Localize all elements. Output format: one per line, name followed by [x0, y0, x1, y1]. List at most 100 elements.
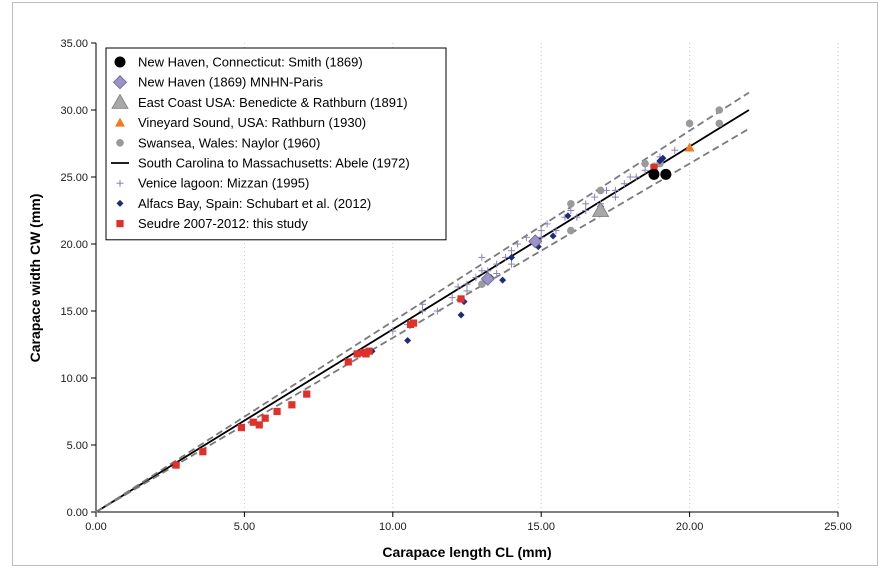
data-point	[478, 253, 486, 261]
data-point	[582, 200, 590, 208]
y-tick-label: 0.00	[67, 507, 88, 519]
data-point	[632, 173, 640, 181]
data-point	[454, 283, 462, 291]
y-axis-label: Carapace width CW (mm)	[27, 194, 43, 363]
legend-swatch	[116, 139, 124, 147]
x-tick-label: 15.00	[527, 521, 555, 533]
x-tick-label: 25.00	[824, 521, 852, 533]
data-point	[620, 180, 628, 188]
legend-label: Vineyard Sound, USA: Rathburn (1930)	[138, 115, 366, 130]
x-axis-label: Carapace length CL (mm)	[382, 544, 551, 560]
legend-label: Alfacs Bay, Spain: Schubart et al. (2012…	[138, 196, 371, 211]
data-points	[172, 106, 724, 469]
data-point	[365, 347, 373, 355]
data-point	[641, 166, 649, 174]
data-point	[172, 461, 180, 469]
legend: New Haven, Connecticut: Smith (1869) New …	[105, 47, 447, 241]
data-point	[457, 311, 465, 319]
data-point	[508, 253, 516, 261]
data-point	[591, 193, 599, 201]
data-point	[582, 207, 590, 214]
data-point	[641, 159, 649, 168]
y-tick-label: 15.00	[60, 306, 88, 318]
data-point	[389, 327, 397, 335]
y-tick-label: 5.00	[67, 440, 88, 452]
data-point	[611, 193, 619, 201]
data-point	[567, 226, 575, 235]
x-tick-label: 10.00	[379, 521, 407, 533]
data-point	[552, 227, 560, 235]
data-point	[463, 287, 471, 295]
data-point	[255, 421, 263, 429]
legend-swatch	[116, 199, 124, 207]
data-point	[671, 146, 679, 154]
data-point	[499, 276, 507, 284]
data-point	[660, 168, 672, 180]
data-point	[502, 253, 510, 261]
data-point	[273, 407, 281, 416]
y-tick-label: 25.00	[60, 172, 88, 184]
data-point	[715, 119, 724, 128]
y-tick-label: 10.00	[60, 373, 88, 385]
data-point	[303, 390, 311, 398]
data-point	[567, 200, 575, 208]
data-point	[591, 201, 610, 217]
data-point	[508, 260, 516, 268]
legend-label: New Haven (1869) MNHN-Paris	[138, 75, 323, 90]
legend-swatch	[112, 75, 128, 90]
legend-swatch	[114, 56, 126, 68]
legend-label: South Carolina to Massachusetts: Abele (…	[138, 156, 410, 171]
data-point	[478, 267, 486, 275]
data-point	[596, 186, 605, 195]
legend-label: Venice lagoon: Mizzan (1995)	[138, 176, 309, 191]
x-tick-label: 20.00	[676, 521, 704, 533]
legend-swatch	[111, 93, 129, 109]
data-point	[684, 142, 695, 152]
data-point	[537, 227, 545, 235]
x-tick-label: 0.00	[85, 521, 106, 533]
data-point	[409, 319, 418, 327]
data-point	[564, 212, 572, 220]
data-point	[418, 307, 426, 315]
y-tick-label: 20.00	[60, 239, 88, 251]
data-point	[353, 350, 361, 358]
data-point	[478, 280, 486, 289]
data-point	[543, 220, 551, 228]
legend-swatch	[115, 117, 125, 127]
legend-swatch	[116, 220, 124, 228]
data-point	[513, 240, 521, 248]
data-point	[493, 269, 501, 277]
legend-label: East Coast USA: Benedicte & Rathburn (18…	[138, 95, 408, 110]
data-point	[685, 119, 694, 128]
chart-frame	[12, 2, 878, 566]
legend-swatch	[116, 179, 124, 187]
data-point	[528, 234, 543, 249]
data-point	[480, 271, 495, 286]
data-point	[433, 307, 441, 315]
data-point	[457, 295, 465, 303]
data-point	[567, 207, 575, 214]
data-point	[648, 168, 660, 180]
data-point	[659, 154, 667, 162]
data-point	[448, 294, 456, 302]
data-point	[418, 300, 426, 308]
data-point	[573, 213, 581, 221]
data-point	[626, 173, 634, 181]
axes	[91, 42, 839, 517]
legend-label: Seudre 2007-2012: this study	[138, 216, 308, 231]
data-point	[472, 274, 480, 281]
data-point	[493, 260, 501, 268]
data-point	[549, 232, 557, 240]
data-point	[508, 247, 516, 255]
data-point	[537, 233, 545, 241]
data-point	[404, 336, 412, 344]
data-point	[288, 401, 296, 409]
data-point	[249, 418, 257, 426]
data-point	[611, 186, 619, 194]
tick-labels: 0.00 5.00 10.00 15.00 20.00 25.00 0.00 5.00 10.0…	[60, 38, 851, 533]
data-point	[463, 280, 471, 288]
data-point	[199, 448, 207, 456]
data-point	[344, 358, 352, 366]
legend-label: New Haven, Connecticut: Smith (1869)	[138, 55, 363, 70]
